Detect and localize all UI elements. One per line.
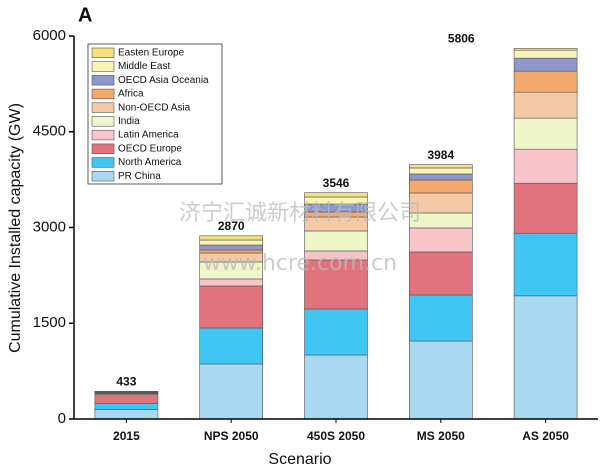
total-label: 2870: [218, 219, 245, 233]
legend-label: Easten Europe: [118, 47, 185, 58]
bar-segment: [199, 235, 263, 241]
total-label: 3546: [323, 176, 350, 190]
bar-segment: [408, 179, 473, 194]
x-tick-label: AS 2050: [522, 429, 569, 443]
watermark: 济宁汇诚新材料有限公司: [179, 201, 421, 226]
bar-segment: [304, 308, 368, 356]
panel-label: A: [78, 4, 92, 26]
legend-swatch: [91, 88, 115, 100]
watermark: www.hcre.com.cn: [203, 251, 397, 276]
y-tick-label: 0: [58, 410, 66, 427]
legend-label: Africa: [118, 89, 144, 100]
bar-segment: [513, 232, 578, 297]
legend-swatch: [91, 116, 115, 127]
legend-label: OECD Asia Oceania: [118, 75, 209, 86]
bar-segment: [513, 91, 578, 119]
legend-label: India: [118, 116, 140, 127]
legend-swatch: [91, 102, 115, 113]
legend-label: Latin America: [118, 130, 179, 141]
bar-segment: [199, 327, 263, 365]
y-tick-label: 1500: [33, 314, 66, 331]
y-tick-label: 6000: [33, 27, 66, 44]
bar-segment: [513, 148, 578, 184]
bar-segment: [304, 192, 368, 198]
x-tick-label: NPS 2050: [204, 429, 259, 443]
x-axis-label: Scenario: [268, 451, 331, 468]
bar-segment: [513, 117, 578, 150]
x-tick-label: 450S 2050: [307, 429, 365, 443]
x-tick-label: 2015: [113, 429, 140, 443]
legend-swatch: [91, 143, 115, 154]
bar-segment: [199, 239, 263, 246]
total-label: 433: [116, 375, 136, 389]
legend-label: OECD Europe: [118, 143, 182, 154]
bar-segment: [408, 227, 473, 253]
bar-segment: [408, 251, 473, 296]
bar-segment: [513, 57, 578, 72]
legend-label: Middle East: [118, 61, 170, 72]
total-label: 5806: [448, 32, 475, 46]
bar-segment: [408, 164, 473, 169]
bar-segment: [513, 295, 578, 420]
bar-segment: [513, 48, 578, 51]
y-axis-label: Cumulative Installed capacity (GW): [7, 103, 24, 353]
bar-segment: [304, 354, 368, 420]
legend-swatch: [91, 61, 115, 72]
legend-label: PR China: [118, 171, 161, 182]
bar-segment: [199, 278, 263, 287]
bar-segment: [304, 230, 368, 252]
bar-segment: [513, 49, 578, 59]
legend-swatch: [91, 129, 115, 141]
bar-segment: [408, 167, 473, 175]
bar-segment: [408, 340, 473, 420]
bar-segment: [94, 409, 159, 420]
legend-swatch: [91, 75, 115, 86]
y-tick-label: 4500: [33, 123, 66, 140]
bar-segment: [94, 403, 159, 410]
y-tick-label: 3000: [33, 218, 66, 235]
bar-segment: [199, 363, 263, 420]
legend-swatch: [91, 157, 115, 168]
total-label: 3984: [427, 148, 454, 162]
legend-label: North America: [118, 157, 182, 168]
legend-label: Non-OECD Asia: [118, 102, 191, 113]
bar-segment: [94, 394, 159, 404]
bar-segment: [408, 173, 473, 181]
bar-segment: [513, 182, 578, 234]
bar-segment: [199, 244, 263, 251]
bar-segment: [199, 285, 263, 329]
legend-swatch: [91, 171, 115, 182]
bar-segment: [408, 294, 473, 342]
legend-swatch: [91, 47, 115, 58]
x-tick-label: MS 2050: [417, 429, 465, 443]
bar-segment: [513, 70, 578, 93]
